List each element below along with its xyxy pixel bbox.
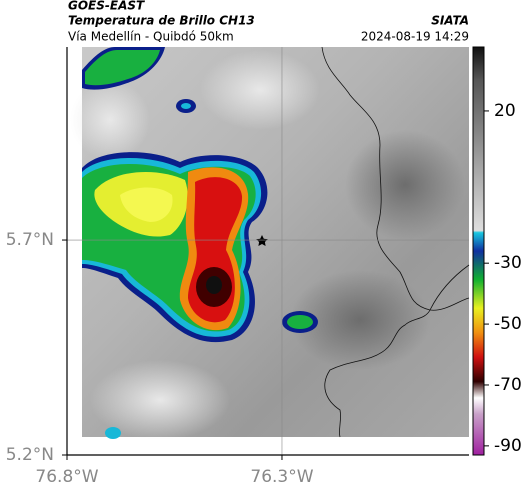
source: SIATA: [431, 14, 469, 28]
colorbar-tick-label: -70: [494, 375, 522, 395]
colorbar-tick-label: -90: [494, 436, 522, 456]
title: GOES-EAST: [68, 0, 145, 13]
x-tick-label: 76.3°W: [250, 467, 313, 487]
timestamp: 2024-08-19 14:29: [361, 30, 469, 44]
subtitle: Temperatura de Brillo CH13: [68, 14, 255, 28]
colorbar-tick-label: -50: [494, 314, 522, 334]
colorbar-tick-label: 20: [494, 101, 516, 121]
y-tick-label: 5.7°N: [6, 230, 54, 250]
x-tick-label: 76.8°W: [35, 467, 98, 487]
y-tick-label: 5.2°N: [6, 445, 54, 465]
colorbar-tick-label: -30: [494, 253, 522, 273]
region: Vía Medellín - Quibdó 50km: [68, 30, 234, 44]
satellite-image: [70, 46, 470, 440]
colorbar: [472, 46, 485, 456]
